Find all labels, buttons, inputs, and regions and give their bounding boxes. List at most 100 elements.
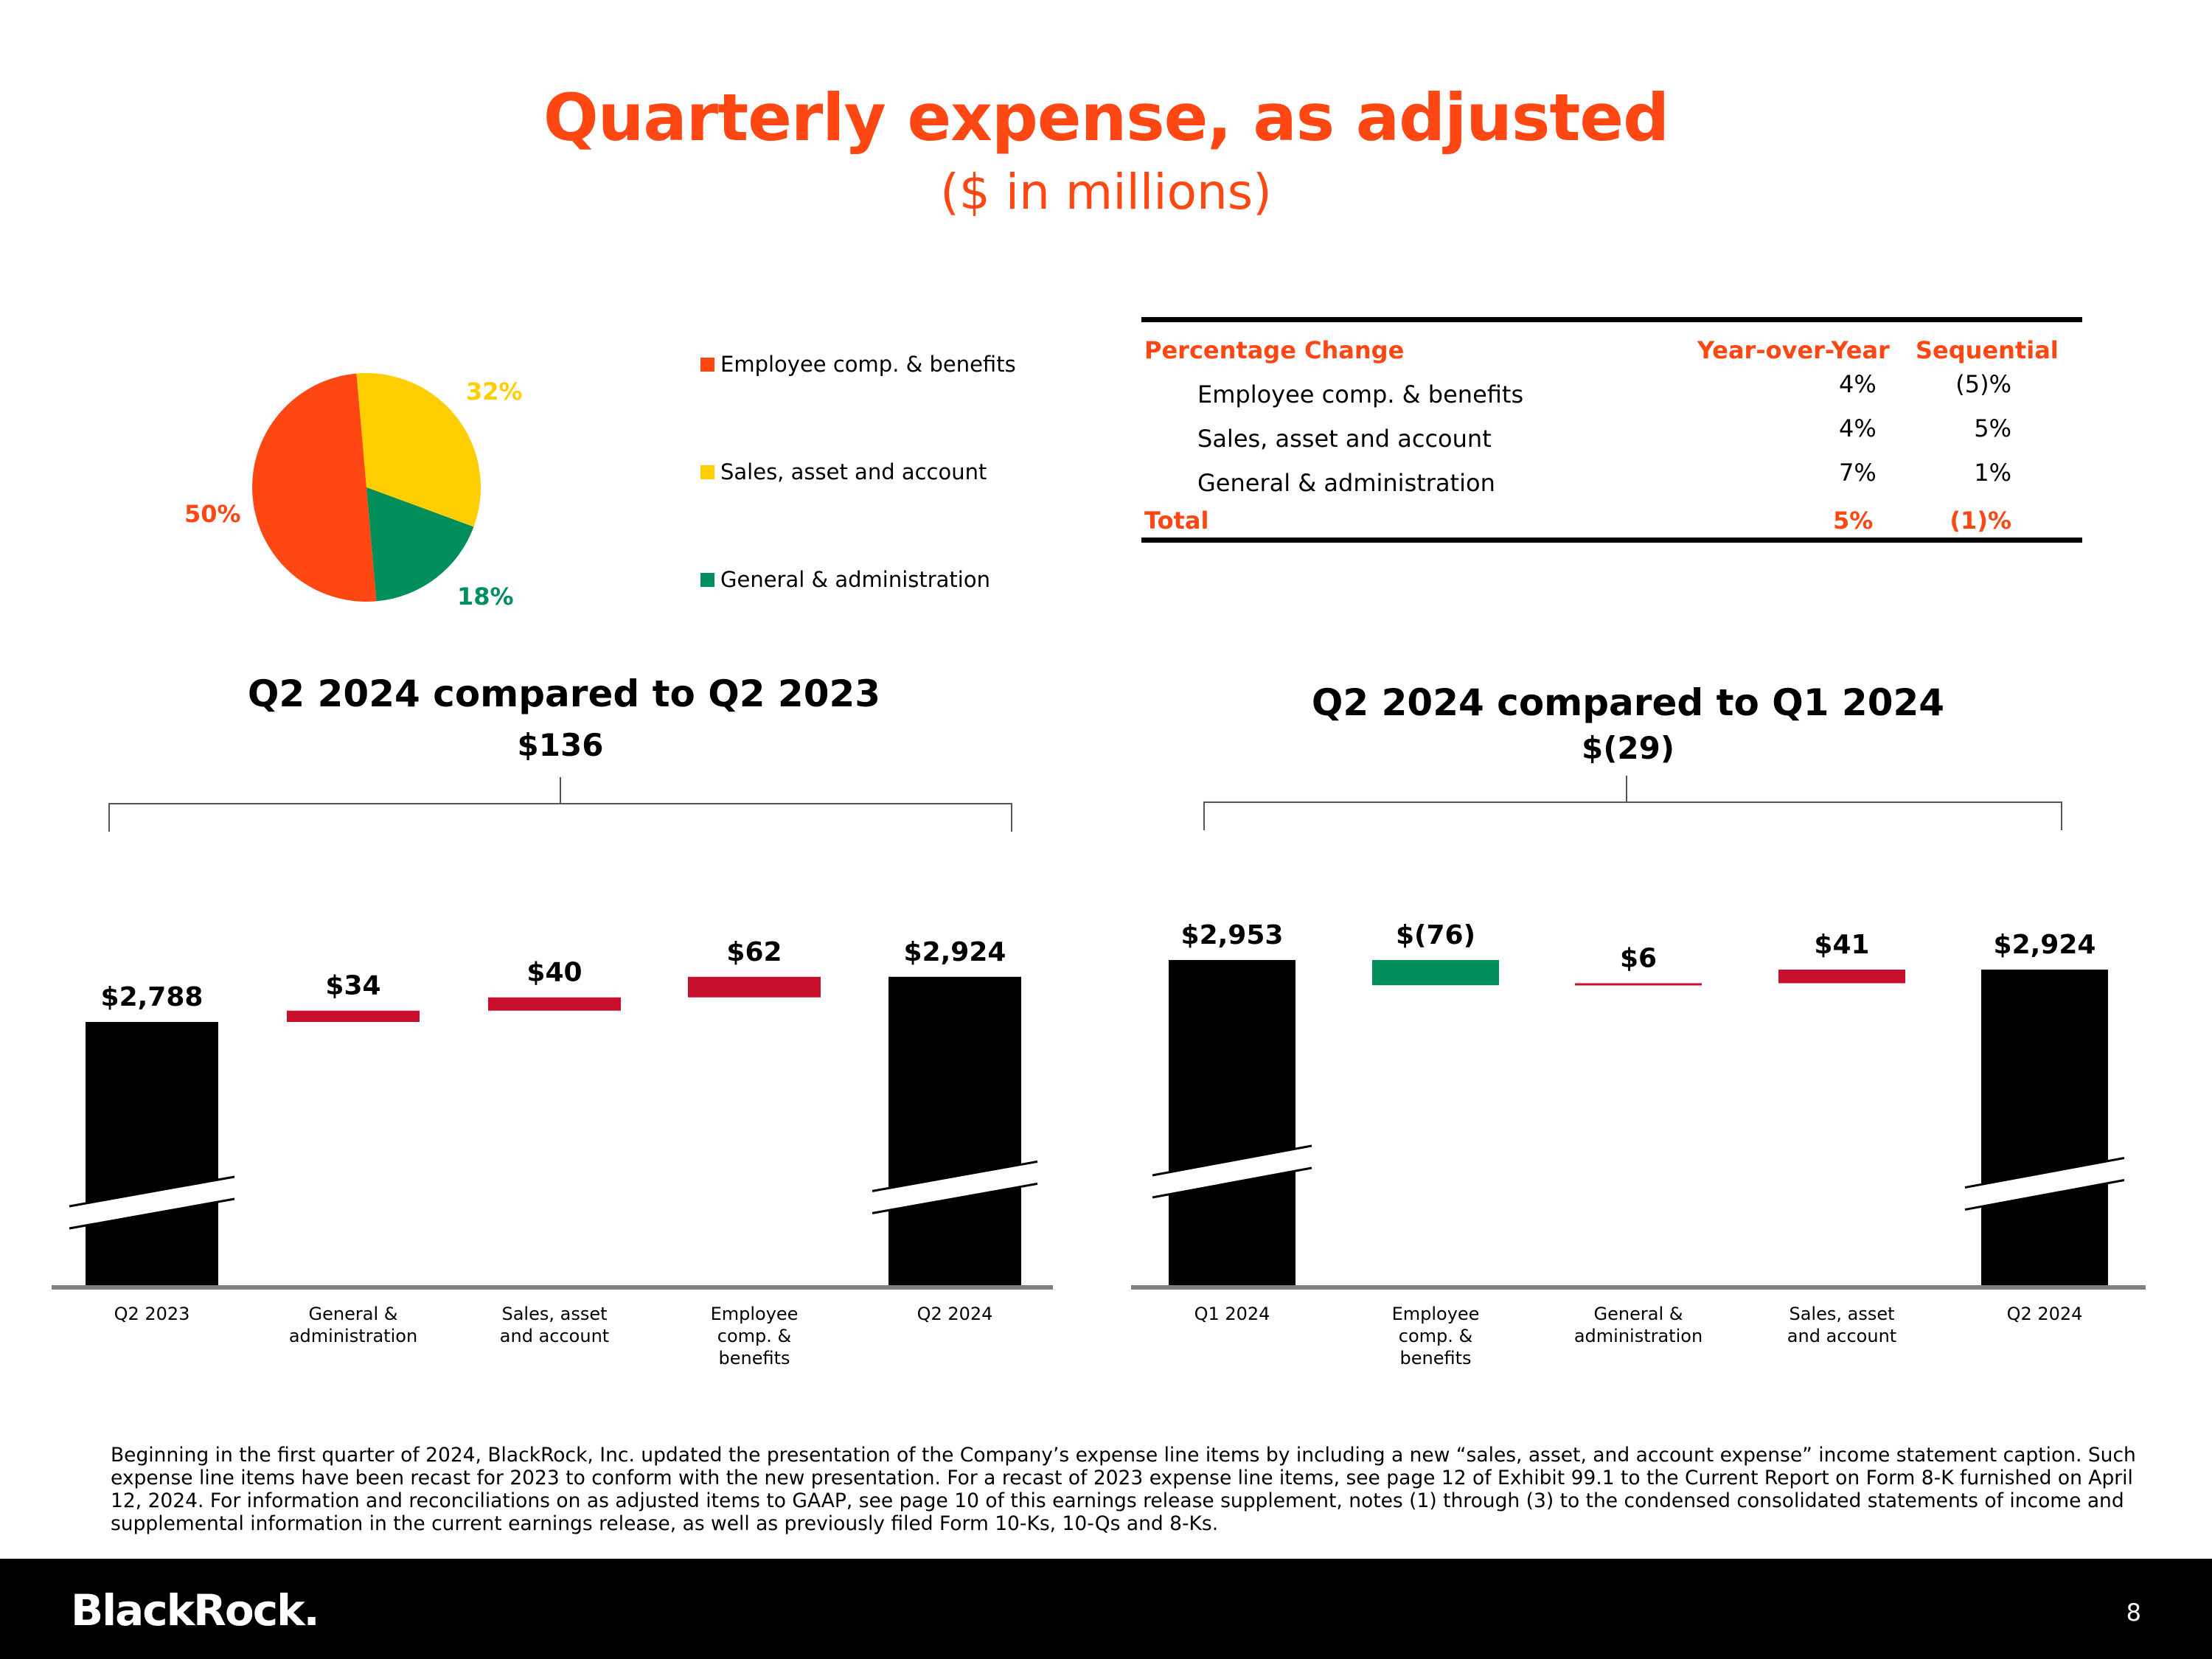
blackrock-logo: BlackRock. (71, 1585, 320, 1635)
expense-mix-pie-chart (252, 373, 481, 602)
percentage-change-table: Percentage Change Year-over-Year Sequent… (1141, 317, 2082, 543)
axis-break-gap (1965, 1158, 2124, 1210)
legend-swatch-sales (700, 465, 714, 479)
waterfall-qoq-tick-label: benefits (1399, 1348, 1471, 1368)
waterfall-yoy-tick-label: Q2 2023 (114, 1304, 190, 1324)
legend-label: General & administration (720, 567, 990, 592)
waterfall-qoq-bar (1981, 970, 2108, 1287)
axis-break-line (1964, 1157, 2125, 1189)
waterfall-qoq-value-label: $2,924 (1994, 930, 2096, 960)
waterfall-yoy-bar (688, 976, 821, 998)
table-total-yoy: 5% (1833, 507, 1874, 535)
axis-break-line (872, 1182, 1038, 1214)
waterfall-qoq-tick-label: General & (1594, 1304, 1683, 1324)
page-title: Quarterly expense, as adjusted (543, 80, 1669, 156)
waterfall-yoy-bracket (108, 777, 1012, 832)
waterfall-yoy-bar (86, 1022, 218, 1287)
waterfall-yoy-tick-label: General & (309, 1304, 398, 1324)
pie-slice-general-administration (366, 487, 474, 602)
waterfall-qoq-total: $(29) (1581, 730, 1675, 766)
table-row-label: Employee comp. & benefits (1197, 380, 1524, 408)
legend-item-sales: Sales, asset and account (700, 459, 987, 484)
waterfall-qoq-tick-label: and account (1787, 1326, 1896, 1346)
waterfall-yoy-bar (488, 997, 621, 1011)
axis-break-line (69, 1175, 235, 1208)
waterfall-qoq-bracket (1203, 776, 2062, 830)
waterfall-yoy-value-label: $2,788 (101, 982, 204, 1012)
waterfall-yoy-value-label: $40 (526, 958, 582, 988)
axis-break-gap (1152, 1146, 1312, 1197)
waterfall-yoy-tick-label: administration (289, 1326, 417, 1346)
pie-slice-sales-asset-and-account (356, 373, 481, 527)
waterfall-qoq-value-label: $2,953 (1181, 920, 1284, 950)
waterfall-qoq-title: Q2 2024 compared to Q1 2024 (1311, 681, 1945, 724)
table-header-label: Percentage Change (1144, 336, 1405, 364)
waterfall-yoy-tick-label: benefits (718, 1348, 790, 1368)
waterfall-qoq-tick-label: Q2 2024 (2007, 1304, 2083, 1324)
table-row: Employee comp. & benefits 4% (5)% (1141, 370, 2082, 416)
table-header-yoy: Year-over-Year (1697, 336, 1890, 364)
waterfall-qoq-tick-label: Sales, asset (1789, 1304, 1894, 1324)
table-total-label: Total (1144, 507, 1209, 535)
table-row-label: General & administration (1197, 469, 1495, 497)
footnote: Beginning in the first quarter of 2024, … (111, 1444, 2136, 1535)
legend-item-employee: Employee comp. & benefits (700, 352, 1016, 377)
axis-break-line (1152, 1166, 1312, 1199)
table-row: Sales, asset and account 4% 5% (1141, 414, 2082, 460)
waterfall-yoy-bar (287, 1010, 420, 1022)
waterfall-yoy-bar (888, 976, 1021, 1287)
waterfall-qoq-bar (1372, 960, 1499, 986)
table-row-seq: 5% (1974, 414, 2011, 442)
waterfall-qoq-bar (1575, 983, 1702, 986)
pie-slice-employee-comp-benefits (252, 373, 377, 602)
legend-swatch-employee (700, 357, 714, 372)
legend-swatch-general (700, 572, 714, 587)
waterfall-qoq-bar (1169, 960, 1295, 1287)
waterfall-yoy-tick-label: and account (500, 1326, 609, 1346)
table-row: General & administration 7% 1% (1141, 459, 2082, 504)
waterfall-qoq-value-label: $(76) (1396, 920, 1475, 950)
waterfall-qoq-value-label: $41 (1814, 930, 1869, 960)
table-row-yoy: 4% (1839, 370, 1877, 398)
pie-label-employee: 50% (184, 500, 241, 528)
table-row-yoy: 4% (1839, 414, 1877, 442)
table-header-row: Percentage Change Year-over-Year Sequent… (1141, 336, 2082, 373)
waterfall-qoq-tick-label: Q1 2024 (1194, 1304, 1270, 1324)
legend-item-general: General & administration (700, 567, 990, 592)
waterfall-qoq-tick-label: Employee (1392, 1304, 1480, 1324)
table-total-row: Total 5% (1)% (1141, 507, 2082, 543)
legend-label: Employee comp. & benefits (720, 352, 1016, 377)
waterfall-qoq-tick-label: administration (1574, 1326, 1703, 1346)
waterfall-yoy-title: Q2 2024 compared to Q2 2023 (247, 672, 881, 715)
waterfall-yoy-tick-label: comp. & (717, 1326, 791, 1346)
waterfall-yoy-value-label: $34 (325, 971, 380, 1001)
axis-break-line (872, 1160, 1038, 1192)
waterfall-yoy-tick-label: Employee (711, 1304, 799, 1324)
axis-break-gap (69, 1177, 234, 1228)
table-header-seq: Sequential (1916, 336, 2059, 364)
page-number: 8 (2126, 1599, 2141, 1627)
legend-label: Sales, asset and account (720, 459, 987, 484)
waterfall-qoq-tick-label: comp. & (1399, 1326, 1472, 1346)
table-row-label: Sales, asset and account (1197, 425, 1492, 453)
waterfall-qoq-bar (1778, 970, 1905, 984)
pie-label-general: 18% (457, 582, 514, 611)
axis-break-gap (872, 1161, 1037, 1214)
axis-break-line (1964, 1179, 2125, 1211)
waterfall-yoy-value-label: $2,924 (904, 937, 1006, 967)
waterfall-yoy-tick-label: Sales, asset (501, 1304, 607, 1324)
page-subtitle: ($ in millions) (940, 164, 1272, 220)
table-row-seq: 1% (1974, 459, 2011, 487)
axis-break-line (1152, 1144, 1312, 1177)
table-row-yoy: 7% (1839, 459, 1877, 487)
waterfall-yoy-value-label: $62 (726, 937, 782, 967)
axis-break-line (69, 1197, 235, 1230)
pie-label-sales: 32% (466, 378, 523, 406)
table-row-seq: (5)% (1955, 370, 2011, 398)
waterfall-qoq-value-label: $6 (1620, 944, 1657, 974)
waterfall-yoy-total: $136 (517, 727, 604, 763)
footer-bar (0, 1559, 2212, 1659)
waterfall-yoy-tick-label: Q2 2024 (917, 1304, 993, 1324)
table-total-seq: (1)% (1950, 507, 2011, 535)
